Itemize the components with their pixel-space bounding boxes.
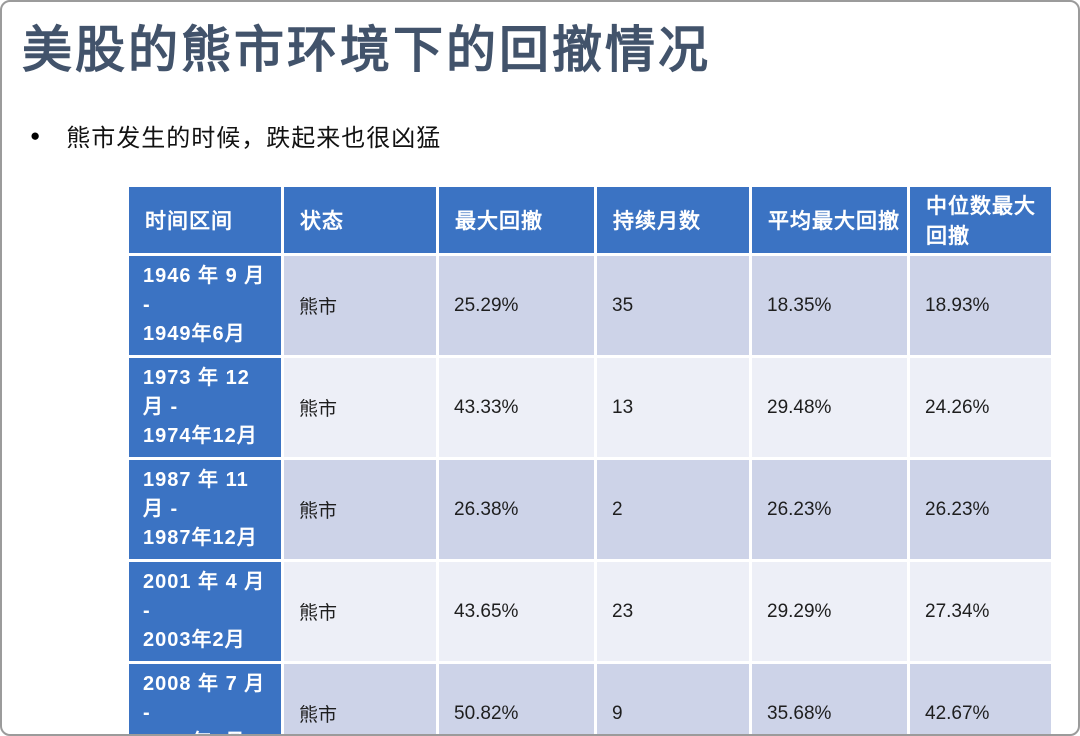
duration-months-cell: 9	[597, 664, 749, 734]
table-row: 1973 年 12 月 - 1974年12月 熊市 43.33% 13 29.4…	[129, 358, 1051, 457]
status-cell: 熊市	[284, 358, 436, 457]
status-cell: 熊市	[284, 256, 436, 355]
header-cell-avg-drawdown: 平均最大回撤	[752, 187, 907, 253]
period-cell: 2001 年 4 月 - 2003年2月	[129, 562, 281, 661]
bullet-item: ● 熊市发生的时候，跌起来也很凶猛	[30, 118, 441, 153]
max-drawdown-cell: 50.82%	[439, 664, 594, 734]
duration-months-cell: 23	[597, 562, 749, 661]
table-row: 1987 年 11 月 - 1987年12月 熊市 26.38% 2 26.23…	[129, 460, 1051, 559]
status-cell: 熊市	[284, 460, 436, 559]
header-cell-max-drawdown: 最大回撤	[439, 187, 594, 253]
median-max-drawdown-cell: 42.67%	[910, 664, 1051, 734]
max-drawdown-cell: 43.33%	[439, 358, 594, 457]
bullet-icon: ●	[30, 126, 41, 145]
period-cell: 1946 年 9 月 - 1949年6月	[129, 256, 281, 355]
max-drawdown-cell: 25.29%	[439, 256, 594, 355]
table-row: 2008 年 7 月 - 2009年3月 熊市 50.82% 9 35.68% …	[129, 664, 1051, 734]
bullet-text: 熊市发生的时候，跌起来也很凶猛	[66, 125, 442, 152]
table-header-row: 时间区间 状态 最大回撤 持续月数 平均最大回撤 中位数最大回撤	[129, 187, 1051, 253]
avg-max-drawdown-cell: 29.48%	[752, 358, 907, 457]
duration-months-cell: 2	[597, 460, 749, 559]
median-max-drawdown-cell: 27.34%	[910, 562, 1051, 661]
avg-max-drawdown-cell: 29.29%	[752, 562, 907, 661]
header-cell-median-drawdown: 中位数最大回撤	[910, 187, 1051, 253]
header-cell-status: 状态	[284, 187, 436, 253]
header-cell-period: 时间区间	[129, 187, 281, 253]
median-max-drawdown-cell: 18.93%	[910, 256, 1051, 355]
status-cell: 熊市	[284, 562, 436, 661]
table-row: 2001 年 4 月 - 2003年2月 熊市 43.65% 23 29.29%…	[129, 562, 1051, 661]
table-row: 1946 年 9 月 - 1949年6月 熊市 25.29% 35 18.35%…	[129, 256, 1051, 355]
max-drawdown-cell: 43.65%	[439, 562, 594, 661]
median-max-drawdown-cell: 26.23%	[910, 460, 1051, 559]
avg-max-drawdown-cell: 35.68%	[752, 664, 907, 734]
page-title: 美股的熊市环境下的回撤情况	[22, 22, 711, 78]
max-drawdown-cell: 26.38%	[439, 460, 594, 559]
drawdown-table: 时间区间 状态 最大回撤 持续月数 平均最大回撤 中位数最大回撤 1946 年 …	[126, 184, 1054, 734]
median-max-drawdown-cell: 24.26%	[910, 358, 1051, 457]
status-cell: 熊市	[284, 664, 436, 734]
period-cell: 1987 年 11 月 - 1987年12月	[129, 460, 281, 559]
duration-months-cell: 35	[597, 256, 749, 355]
period-cell: 1973 年 12 月 - 1974年12月	[129, 358, 281, 457]
avg-max-drawdown-cell: 26.23%	[752, 460, 907, 559]
header-cell-duration: 持续月数	[597, 187, 749, 253]
duration-months-cell: 13	[597, 358, 749, 457]
avg-max-drawdown-cell: 18.35%	[752, 256, 907, 355]
period-cell: 2008 年 7 月 - 2009年3月	[129, 664, 281, 734]
